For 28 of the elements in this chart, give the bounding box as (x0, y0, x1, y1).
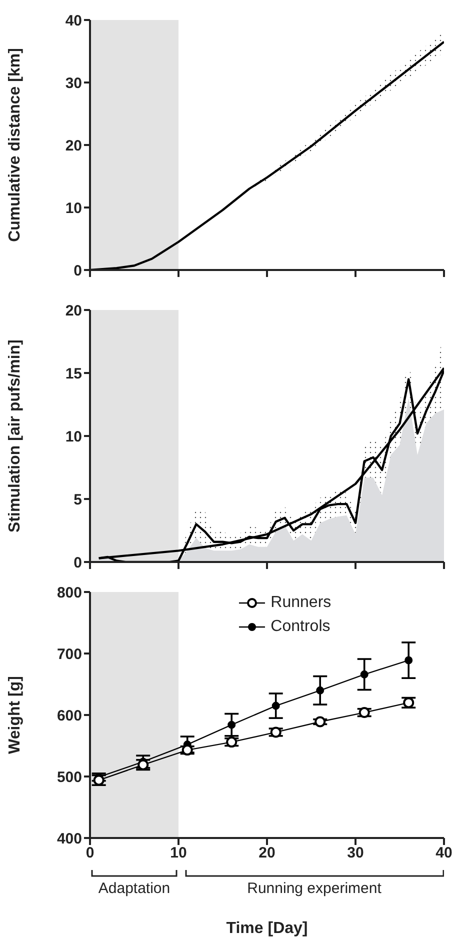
y-tick-label: 20 (65, 302, 82, 320)
y-tick-label: 15 (65, 365, 82, 382)
y-tick-label: 400 (56, 830, 82, 848)
y-axis-title: Cumulative distance [km] (6, 48, 24, 242)
y-tick-label: 800 (56, 584, 82, 602)
text: Running experiment (246, 880, 382, 897)
y-tick-label: 5 (74, 491, 82, 508)
x-tick-label: 30 (347, 844, 364, 862)
x-tick-label: 40 (436, 844, 452, 862)
y-tick-label: 0 (74, 554, 82, 572)
x-axis-title: Time [Day] (225, 920, 309, 938)
y-axis-title: Stimulation [air pufs/min] (6, 340, 24, 532)
y-tick-label: 20 (65, 137, 82, 154)
legend-label: Runners (270, 594, 332, 612)
x-tick-label: 0 (86, 844, 94, 862)
y-tick-label: 10 (65, 428, 82, 446)
y-tick-label: 700 (56, 646, 82, 663)
y-tick-label: 500 (56, 768, 82, 786)
legend-label: Controls (270, 618, 330, 636)
x-tick-label: 10 (170, 844, 187, 862)
text: Adaptation (97, 880, 172, 897)
x-tick-label: 20 (258, 844, 276, 862)
y-tick-label: 0 (74, 262, 82, 280)
y-tick-label: 30 (65, 74, 82, 92)
y-tick-label: 40 (65, 12, 82, 30)
y-tick-label: 10 (65, 200, 82, 217)
y-tick-label: 600 (56, 707, 82, 724)
y-axis-title: Weight [g] (6, 676, 24, 754)
